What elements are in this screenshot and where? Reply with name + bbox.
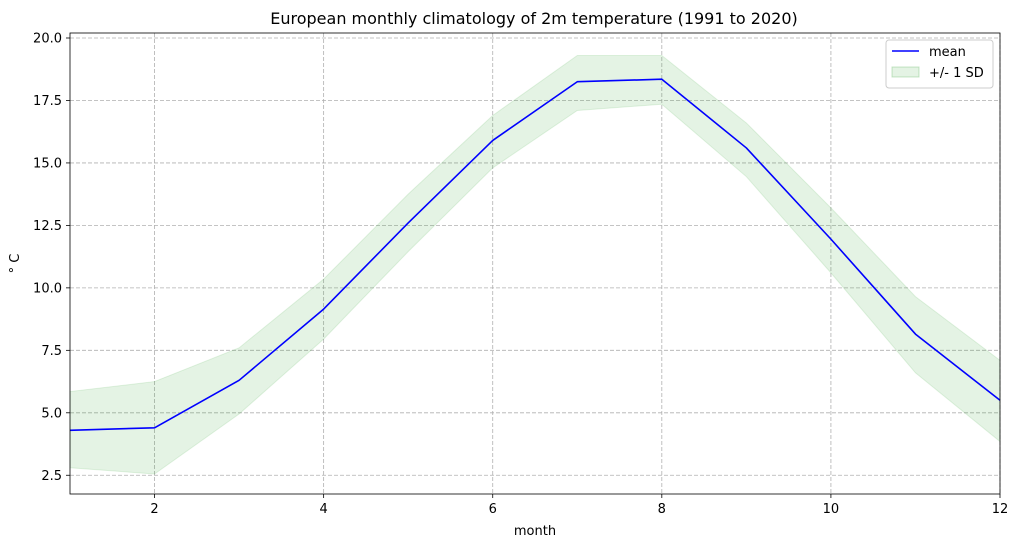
sd-band: [69, 54, 1001, 475]
grid: [70, 33, 1001, 494]
legend: mean +/- 1 SD: [885, 39, 994, 89]
legend-band-swatch: [891, 66, 920, 78]
x-tick-label: 8: [658, 502, 666, 517]
legend-box: [885, 39, 994, 89]
y-tick-label: 17.5: [33, 94, 62, 109]
y-tick-label: 2.5: [41, 469, 62, 484]
legend-band-label: +/- 1 SD: [929, 66, 984, 81]
chart-title: European monthly climatology of 2m tempe…: [270, 9, 797, 28]
x-tick-label: 10: [823, 502, 840, 517]
y-tick-label: 5.0: [41, 406, 62, 421]
x-axis-title: month: [514, 524, 556, 539]
y-tick-label: 20.0: [33, 31, 62, 46]
y-tick-label: 15.0: [33, 156, 62, 171]
y-axis-title: ° C: [8, 254, 23, 274]
x-tick-label: 4: [319, 502, 327, 517]
x-tick-label: 2: [150, 502, 158, 517]
legend-mean-label: mean: [929, 45, 966, 60]
ticks: 2 4 6 8 10 12 2.5 5.0 7.5 10.0 12.5 15.0 17.5 20.0: [33, 31, 1008, 517]
y-tick-label: 12.5: [33, 219, 62, 234]
y-tick-label: 7.5: [41, 344, 62, 359]
x-tick-label: 6: [489, 502, 497, 517]
x-tick-label: 12: [992, 502, 1009, 517]
y-tick-label: 10.0: [33, 281, 62, 296]
plot-frame: [69, 32, 1001, 495]
mean-line: [69, 78, 1001, 432]
sd-band-layer: [69, 54, 1001, 475]
